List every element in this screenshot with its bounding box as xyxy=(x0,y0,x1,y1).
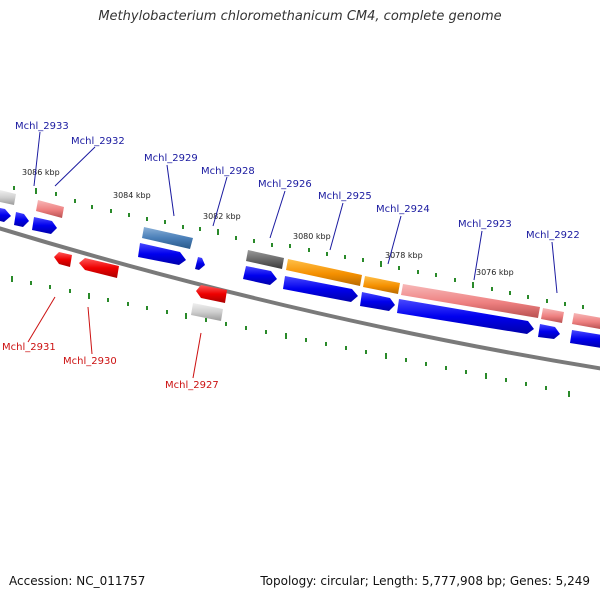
gene-box-mchl-2922 xyxy=(541,308,564,323)
gene-box-mchl-2929 xyxy=(142,227,193,249)
cds-arrow-forward xyxy=(538,324,560,339)
cds-arrow-reverse xyxy=(54,252,72,267)
accession-label: Accession: NC_011757 xyxy=(9,574,146,588)
gene-label-mchl-2933[interactable]: Mchl_2933 xyxy=(15,121,69,132)
cds-arrow-forward xyxy=(397,299,534,334)
gene-label-mchl-2930[interactable]: Mchl_2930 xyxy=(63,356,117,367)
gene-label-mchl-2928[interactable]: Mchl_2928 xyxy=(201,166,255,177)
gene-label-mchl-2926[interactable]: Mchl_2926 xyxy=(258,179,312,190)
feature-track-top xyxy=(0,190,600,329)
scale-labels: 3086 kbp 3084 kbp 3082 kbp 3080 kbp 3078… xyxy=(22,168,514,277)
cds-arrow-reverse xyxy=(79,258,119,278)
gene-box-mchl-2927 xyxy=(191,303,223,321)
leader-lines-top xyxy=(33,131,558,294)
gene-label-mchl-2929[interactable]: Mchl_2929 xyxy=(144,153,198,164)
cds-reverse-track xyxy=(54,252,227,321)
gene-labels-top: Mchl_2933 Mchl_2932 Mchl_2929 Mchl_2928 … xyxy=(15,121,580,241)
gene-box-grey-left xyxy=(0,190,16,205)
gene-label-mchl-2922[interactable]: Mchl_2922 xyxy=(526,230,580,241)
cds-arrow-forward xyxy=(243,266,277,285)
genome-backbone xyxy=(0,226,600,371)
cds-arrow-forward xyxy=(195,257,205,270)
tick-marks-outer xyxy=(13,186,584,309)
cds-arrow-forward xyxy=(570,330,600,348)
kbp-label: 3078 kbp xyxy=(385,251,423,260)
cds-forward-track xyxy=(0,208,600,348)
gene-box-mchl-2924 xyxy=(363,276,400,294)
cds-arrow-forward xyxy=(14,212,29,227)
gene-box-mchl-2925 xyxy=(286,259,362,286)
gene-labels-bottom: Mchl_2931 Mchl_2930 Mchl_2927 xyxy=(2,342,219,391)
leader-lines-bottom xyxy=(27,296,202,379)
kbp-label: 3086 kbp xyxy=(22,168,60,177)
gene-label-mchl-2927[interactable]: Mchl_2927 xyxy=(165,380,219,391)
gene-label-mchl-2923[interactable]: Mchl_2923 xyxy=(458,219,512,230)
kbp-label: 3082 kbp xyxy=(203,212,241,221)
cds-arrow-forward xyxy=(0,208,11,222)
gene-label-mchl-2925[interactable]: Mchl_2925 xyxy=(318,191,372,202)
genome-summary: Topology: circular; Length: 5,777,908 bp… xyxy=(260,574,590,588)
cds-arrow-forward xyxy=(138,243,186,265)
cds-arrow-forward xyxy=(283,276,358,302)
cds-arrow-forward xyxy=(32,217,57,234)
gene-label-mchl-2931[interactable]: Mchl_2931 xyxy=(2,342,56,353)
gene-box-mchl-2932 xyxy=(36,200,64,218)
kbp-label: 3076 kbp xyxy=(476,268,514,277)
tick-marks-inner xyxy=(11,276,570,397)
gene-box-mchl-2926 xyxy=(246,250,284,269)
cds-arrow-reverse xyxy=(196,285,227,303)
kbp-label: 3084 kbp xyxy=(113,191,151,200)
kbp-label: 3080 kbp xyxy=(293,232,331,241)
gene-label-mchl-2924[interactable]: Mchl_2924 xyxy=(376,204,430,215)
gene-box-mchl-2923 xyxy=(401,284,540,318)
gene-label-mchl-2932[interactable]: Mchl_2932 xyxy=(71,136,125,147)
gene-box-pink-right xyxy=(572,313,600,329)
cds-arrow-forward xyxy=(360,292,395,311)
map-title: Methylobacterium chloromethanicum CM4, c… xyxy=(98,9,502,24)
